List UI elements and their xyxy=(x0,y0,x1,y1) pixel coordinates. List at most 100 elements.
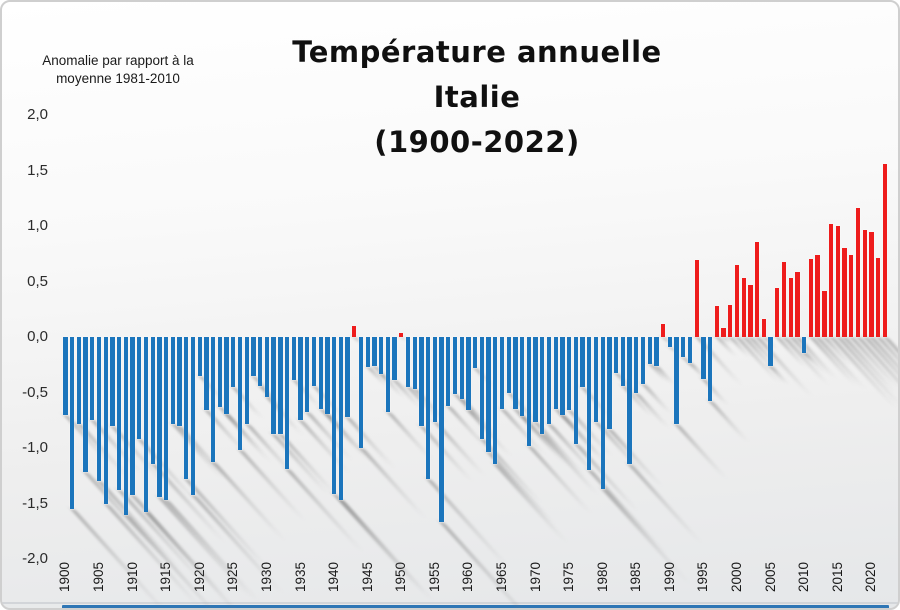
bar-1924 xyxy=(224,337,229,414)
y-tick-label: -0,5 xyxy=(22,383,48,401)
y-axis-title: Anomalie par rapport à la moyenne 1981-2… xyxy=(18,52,218,88)
bar-1983 xyxy=(620,337,626,386)
bar-1974 xyxy=(560,337,565,415)
bottom-cutoff-bar xyxy=(62,605,889,608)
bar-1921 xyxy=(204,337,209,411)
bar-1937 xyxy=(311,337,317,386)
bar-1908 xyxy=(117,337,122,491)
bar-1915 xyxy=(164,337,169,501)
bar-1995 xyxy=(701,337,706,380)
bar-1973 xyxy=(553,337,558,410)
bar-1942 xyxy=(345,337,350,417)
bar-shadow xyxy=(701,379,730,406)
bar-1998 xyxy=(721,328,726,337)
bar-2015 xyxy=(835,226,840,337)
bar-shadow xyxy=(607,429,664,487)
bar-1966 xyxy=(506,337,511,393)
bar-shadow xyxy=(708,401,749,442)
y-tick-label: 2,0 xyxy=(27,106,48,123)
y-tick-label: -1,0 xyxy=(22,439,48,456)
bar-1963 xyxy=(486,337,491,453)
bar-1920 xyxy=(197,337,202,376)
bar-1910 xyxy=(130,337,135,495)
bar-1955 xyxy=(432,337,437,423)
bar-1996 xyxy=(708,337,713,402)
bar-1977 xyxy=(580,337,585,387)
x-tick-label: 2010 xyxy=(796,561,812,593)
bar-1959 xyxy=(459,337,464,400)
y-tick-label: 1,5 xyxy=(27,161,48,179)
chart-title-line3: (1900-2022) xyxy=(374,125,580,159)
bar-1923 xyxy=(217,337,223,407)
bar-1969 xyxy=(526,337,531,446)
bar-1919 xyxy=(190,337,196,495)
bar-1986 xyxy=(640,337,646,384)
bar-shadow xyxy=(358,448,426,517)
bar-1992 xyxy=(681,337,686,357)
bar-1997 xyxy=(714,305,720,337)
x-tick-label: 1995 xyxy=(695,561,711,593)
bar-1948 xyxy=(385,337,390,413)
bar-1906 xyxy=(103,337,108,504)
x-tick-label: 1940 xyxy=(326,561,342,593)
bar-shadow xyxy=(184,479,269,568)
bar-1952 xyxy=(412,337,417,390)
bar-1967 xyxy=(513,337,518,410)
bar-1926 xyxy=(237,337,243,451)
x-tick-label: 1905 xyxy=(91,561,107,593)
y-axis-title-line2: moyenne 1981-2010 xyxy=(56,71,180,86)
bar-1938 xyxy=(318,337,323,410)
bar-shadow xyxy=(674,423,728,478)
x-tick-label: 1970 xyxy=(527,561,543,593)
y-tick-label: 0,0 xyxy=(27,328,48,345)
x-tick-label: 1935 xyxy=(292,561,308,593)
x-tick-label: 2000 xyxy=(729,561,745,593)
bar-1913 xyxy=(150,337,155,464)
x-tick-label: 1980 xyxy=(594,561,610,593)
bar-1928 xyxy=(251,337,256,376)
bar-1947 xyxy=(378,337,384,374)
bar-1975 xyxy=(567,337,572,411)
bar-1971 xyxy=(540,337,545,434)
bar-1900 xyxy=(63,337,68,415)
bar-2004 xyxy=(761,319,767,337)
bar-1905 xyxy=(96,337,102,482)
x-tick-label: 1955 xyxy=(426,561,442,593)
bar-1982 xyxy=(614,337,619,373)
bar-2001 xyxy=(741,278,746,337)
bar-1922 xyxy=(211,337,216,463)
bar-1918 xyxy=(184,337,189,480)
bottom-divider xyxy=(2,602,898,604)
bar-1934 xyxy=(291,337,296,381)
bar-1978 xyxy=(587,337,592,471)
x-tick-label: 2020 xyxy=(863,561,879,593)
bar-1957 xyxy=(446,337,451,406)
bar-2013 xyxy=(822,291,827,337)
bar-2017 xyxy=(849,254,854,337)
bar-1932 xyxy=(278,337,283,434)
bar-2003 xyxy=(755,241,760,337)
bar-2009 xyxy=(795,271,800,337)
bar-1949 xyxy=(392,337,397,381)
bar-1993 xyxy=(687,337,693,363)
x-tick-label: 2015 xyxy=(829,561,845,593)
bar-1962 xyxy=(479,337,484,440)
bar-1988 xyxy=(654,337,659,366)
bar-1958 xyxy=(452,337,458,394)
x-tick-label: 1985 xyxy=(628,561,644,593)
bar-2010 xyxy=(802,337,807,353)
bar-1931 xyxy=(271,337,276,434)
bar-2000 xyxy=(734,264,740,337)
bar-2012 xyxy=(815,254,820,337)
bar-1968 xyxy=(519,337,525,416)
bar-1944 xyxy=(358,337,364,448)
bar-1901 xyxy=(70,337,75,510)
y-tick-label: -1,5 xyxy=(22,494,48,512)
bar-1991 xyxy=(674,337,679,424)
bar-2002 xyxy=(748,284,753,337)
bar-1941 xyxy=(338,337,343,501)
bar-2021 xyxy=(875,258,881,337)
bar-2019 xyxy=(862,230,867,337)
bar-1930 xyxy=(264,337,270,397)
